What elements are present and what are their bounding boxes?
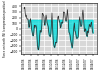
Y-axis label: Force on teeth (N) (compression positive): Force on teeth (N) (compression positive… — [4, 0, 8, 57]
